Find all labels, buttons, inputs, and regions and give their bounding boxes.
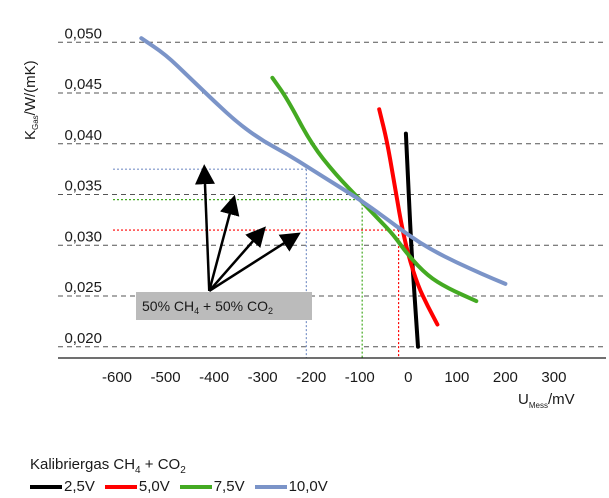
legend-label: 10,0V (288, 478, 328, 495)
y-grid-lines (58, 41, 606, 348)
chart: 0,050 0,045 0,040 0,035 0,030 0,025 0,020 -600… (22, 25, 606, 410)
x-tick-label: 0 (404, 369, 412, 386)
y-tick-labels: 0,050 0,045 0,040 0,035 0,030 0,025 0,020 (64, 25, 102, 347)
y-tick-label: 0,020 (64, 330, 102, 347)
annotation-arrow (208, 232, 301, 293)
series-line-5-0V (377, 107, 440, 327)
x-tick-label: -300 (248, 369, 278, 386)
annotation-box: 50% CH4 + 50% CO2 (136, 292, 312, 320)
annotation-arrows (194, 164, 301, 293)
y-tick-label: 0,045 (64, 76, 102, 93)
legend-title: Kalibriergas CH4 + CO2 (30, 456, 186, 476)
x-tick-label: -600 (102, 369, 132, 386)
legend-swatch (179, 484, 212, 489)
legend-item: 7,5V (179, 478, 245, 495)
y-tick-label: 0,035 (64, 178, 102, 195)
x-tick-label: -500 (151, 369, 181, 386)
annotation-arrow (194, 164, 215, 292)
x-tick-label: -200 (296, 369, 326, 386)
x-axis-label: UMess/mV (518, 391, 575, 410)
y-tick-label: 0,030 (64, 228, 102, 245)
legend-item: 2,5V (30, 478, 95, 495)
legend-item: 5,0V (104, 478, 170, 495)
legend-swatch (30, 484, 62, 489)
legend-item: 10,0V (254, 478, 328, 495)
x-tick-label: 200 (493, 369, 518, 386)
legend-swatch (254, 484, 287, 489)
legend-label: 2,5V (64, 478, 95, 495)
x-tick-label: 300 (541, 369, 566, 386)
legend-items: 2,5V 5,0V 7,5V 10,0V (30, 478, 328, 495)
legend-label: 5,0V (138, 478, 170, 495)
x-tick-label: -100 (345, 369, 375, 386)
legend-swatch (104, 484, 137, 489)
y-tick-label: 0,040 (64, 127, 102, 144)
y-tick-label: 0,025 (64, 279, 102, 296)
annotation-arrow (208, 226, 266, 292)
legend: Kalibriergas CH4 + CO2 2,5V 5,0V 7,5V 10,0V (30, 456, 590, 496)
series-line-7-5V (270, 75, 479, 304)
series-group (139, 36, 508, 349)
annotation-arrow (208, 194, 240, 292)
x-tick-label: -400 (199, 369, 229, 386)
y-axis-label: KGas/W/(mK) (22, 60, 40, 140)
x-tick-label: 100 (444, 369, 469, 386)
x-tick-labels: -600 -500 -400 -300 -200 -100 0 100 200 300 (102, 369, 566, 386)
annotation-text: 50% CH4 + 50% CO2 (142, 298, 273, 316)
legend-label: 7,5V (213, 478, 245, 495)
series-line-10-0V (139, 36, 508, 286)
y-tick-label: 0,050 (64, 25, 102, 42)
